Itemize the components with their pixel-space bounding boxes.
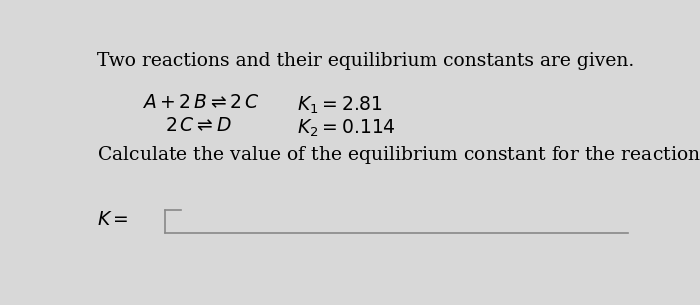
Text: $K_1 = 2.81$: $K_1 = 2.81$ [297, 94, 382, 116]
Text: Calculate the value of the equilibrium constant for the reaction $D \rightleftha: Calculate the value of the equilibrium c… [97, 144, 700, 167]
Text: $A + 2\,B \rightleftharpoons 2\,C$: $A + 2\,B \rightleftharpoons 2\,C$ [141, 94, 260, 112]
Text: $K_2 = 0.114$: $K_2 = 0.114$ [297, 117, 396, 139]
Text: $2\,C \rightleftharpoons D$: $2\,C \rightleftharpoons D$ [165, 117, 232, 135]
Text: Two reactions and their equilibrium constants are given.: Two reactions and their equilibrium cons… [97, 52, 634, 70]
Text: $K =$: $K =$ [97, 211, 129, 229]
